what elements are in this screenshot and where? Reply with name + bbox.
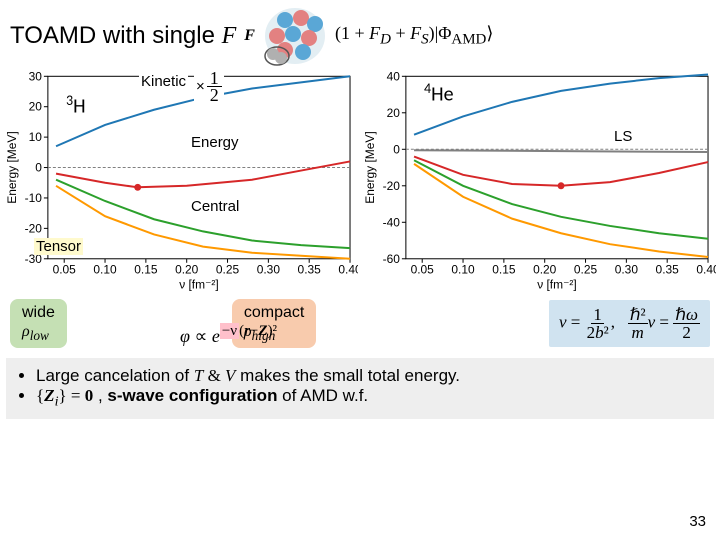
wide-pill: wide ρlow xyxy=(10,299,67,348)
svg-text:0.30: 0.30 xyxy=(615,263,639,277)
phi-equation: φ ∝ e−ν(r−Z)² xyxy=(180,323,277,347)
wide-label: wide xyxy=(22,303,55,322)
energy-label: Energy xyxy=(189,134,241,151)
title-text: TOAMD with single F xyxy=(10,22,236,50)
compact-label: compact xyxy=(244,303,304,322)
page-number: 33 xyxy=(689,513,706,530)
bullet-list: Large cancelation of T & V makes the sma… xyxy=(6,358,714,418)
title-formula: (1 + FD + FS)|ΦAMD⟩ xyxy=(335,23,493,49)
svg-text:0.10: 0.10 xyxy=(93,263,117,277)
header-small-F: F xyxy=(244,27,255,45)
nucleus-icon xyxy=(263,6,327,66)
ls-label: LS xyxy=(612,128,634,145)
svg-text:20: 20 xyxy=(29,100,43,114)
svg-text:0.15: 0.15 xyxy=(134,263,158,277)
title-row: TOAMD with single F F (1 + FD + FS)|ΦAMD… xyxy=(0,0,720,68)
svg-text:10: 10 xyxy=(29,130,43,144)
svg-text:-60: -60 xyxy=(383,252,401,266)
svg-text:0.40: 0.40 xyxy=(696,263,716,277)
central-label: Central xyxy=(189,198,241,215)
svg-text:ν [fm⁻²]: ν [fm⁻²] xyxy=(537,278,577,292)
svg-text:0.15: 0.15 xyxy=(492,263,516,277)
left-nucleus: 3H xyxy=(64,92,88,119)
wide-rho: ρlow xyxy=(22,322,55,344)
svg-text:0.20: 0.20 xyxy=(533,263,557,277)
title-F: F xyxy=(222,23,237,49)
right-chart: -60 -40 -20 0 20 40 0.05 0.10 0.15 0.20 0.25 0.30 0.… xyxy=(362,68,716,293)
svg-text:0.05: 0.05 xyxy=(411,263,435,277)
svg-text:0.35: 0.35 xyxy=(298,263,322,277)
svg-text:40: 40 xyxy=(387,69,401,83)
svg-text:Energy [MeV]: Energy [MeV] xyxy=(5,131,19,203)
bullet-2: {Zi} = 0 , s-wave configuration of AMD w… xyxy=(36,386,702,410)
svg-text:0: 0 xyxy=(393,142,400,156)
svg-text:Energy [MeV]: Energy [MeV] xyxy=(363,131,377,203)
svg-text:0.05: 0.05 xyxy=(53,263,77,277)
svg-text:-20: -20 xyxy=(383,179,401,193)
svg-text:0.20: 0.20 xyxy=(175,263,199,277)
svg-text:20: 20 xyxy=(387,106,401,120)
svg-text:-20: -20 xyxy=(25,221,43,235)
svg-text:0.25: 0.25 xyxy=(574,263,598,277)
half-label: ×12 xyxy=(194,70,224,103)
svg-text:0.10: 0.10 xyxy=(451,263,475,277)
title-prefix: TOAMD with single xyxy=(10,22,222,49)
right-nucleus: 4He xyxy=(422,80,456,107)
charts-row: -30-20-1001020300.050.100.150.200.250.30… xyxy=(0,68,720,293)
svg-text:0.25: 0.25 xyxy=(216,263,240,277)
svg-text:-10: -10 xyxy=(25,191,43,205)
nu-equation: ν = 12b², ℏ²mν = ℏω2 xyxy=(549,300,710,347)
svg-text:30: 30 xyxy=(29,69,43,83)
svg-text:0.35: 0.35 xyxy=(656,263,680,277)
kinetic-label: Kinetic xyxy=(139,73,188,90)
svg-text:0: 0 xyxy=(35,161,42,175)
svg-text:0.40: 0.40 xyxy=(338,263,358,277)
svg-text:0.30: 0.30 xyxy=(257,263,281,277)
bullet-1: Large cancelation of T & V makes the sma… xyxy=(36,366,702,386)
left-chart: -30-20-1001020300.050.100.150.200.250.30… xyxy=(4,68,358,293)
svg-text:-40: -40 xyxy=(383,215,401,229)
svg-text:ν [fm⁻²]: ν [fm⁻²] xyxy=(179,278,219,292)
tensor-label: Tensor xyxy=(34,238,83,255)
mid-row: wide ρlow compact ρhigh φ ∝ e−ν(r−Z)² ν … xyxy=(0,293,720,350)
